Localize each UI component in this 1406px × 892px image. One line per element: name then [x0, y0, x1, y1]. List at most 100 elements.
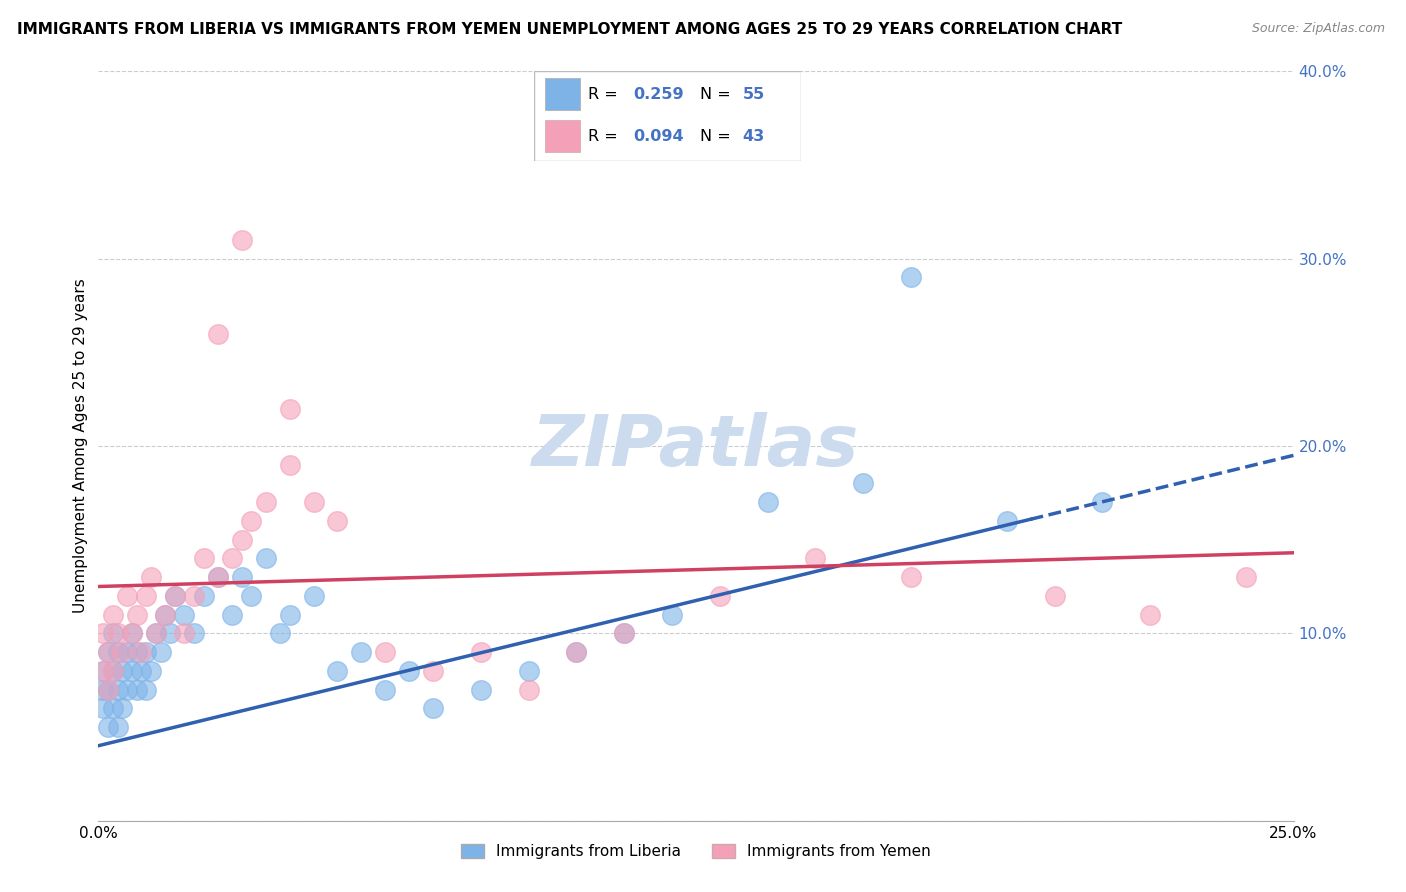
- Point: [1043, 589, 1066, 603]
- Point: [470, 645, 492, 659]
- Point: [240, 514, 263, 528]
- Point: [221, 551, 243, 566]
- Point: [269, 626, 291, 640]
- Point: [121, 626, 143, 640]
- Point: [240, 589, 263, 603]
- Point: [121, 664, 143, 678]
- Text: 43: 43: [742, 128, 765, 144]
- Point: [131, 645, 153, 659]
- Point: [1091, 495, 1114, 509]
- Text: N =: N =: [700, 87, 735, 102]
- Point: [125, 682, 148, 697]
- Point: [193, 551, 215, 566]
- Point: [183, 626, 205, 640]
- Point: [125, 607, 148, 622]
- Point: [97, 645, 120, 659]
- Bar: [546, 78, 579, 110]
- Text: 55: 55: [742, 87, 765, 102]
- Point: [900, 270, 922, 285]
- Point: [207, 326, 229, 341]
- Point: [115, 589, 138, 603]
- Point: [131, 664, 153, 678]
- Point: [852, 476, 875, 491]
- Point: [613, 626, 636, 640]
- Y-axis label: Unemployment Among Ages 25 to 29 years: Unemployment Among Ages 25 to 29 years: [73, 278, 89, 614]
- Point: [278, 401, 301, 416]
- Point: [101, 607, 124, 622]
- Point: [517, 664, 540, 678]
- Text: R =: R =: [588, 128, 623, 144]
- Point: [149, 645, 172, 659]
- Point: [135, 645, 157, 659]
- Text: ZIPatlas: ZIPatlas: [533, 411, 859, 481]
- Point: [107, 645, 129, 659]
- Text: R =: R =: [588, 87, 623, 102]
- Point: [231, 533, 253, 547]
- Text: 0.259: 0.259: [633, 87, 683, 102]
- Point: [107, 720, 129, 734]
- Point: [139, 570, 162, 584]
- Point: [613, 626, 636, 640]
- Point: [91, 701, 114, 715]
- Point: [231, 570, 253, 584]
- Point: [193, 589, 215, 603]
- Point: [422, 701, 444, 715]
- Point: [163, 589, 186, 603]
- Point: [111, 664, 134, 678]
- Point: [1234, 570, 1257, 584]
- Point: [111, 645, 134, 659]
- Point: [302, 495, 325, 509]
- Point: [101, 664, 124, 678]
- Point: [173, 607, 195, 622]
- Legend: Immigrants from Liberia, Immigrants from Yemen: Immigrants from Liberia, Immigrants from…: [456, 838, 936, 865]
- Point: [254, 495, 277, 509]
- Point: [97, 720, 120, 734]
- Point: [350, 645, 373, 659]
- FancyBboxPatch shape: [534, 71, 801, 161]
- Point: [101, 701, 124, 715]
- Point: [756, 495, 779, 509]
- Text: Source: ZipAtlas.com: Source: ZipAtlas.com: [1251, 22, 1385, 36]
- Point: [115, 682, 138, 697]
- Point: [374, 682, 396, 697]
- Point: [135, 589, 157, 603]
- Point: [111, 701, 134, 715]
- Text: N =: N =: [700, 128, 735, 144]
- Point: [155, 607, 177, 622]
- Point: [97, 682, 120, 697]
- Point: [709, 589, 731, 603]
- Point: [398, 664, 420, 678]
- Point: [326, 514, 349, 528]
- Point: [661, 607, 683, 622]
- Point: [101, 664, 124, 678]
- Point: [145, 626, 167, 640]
- Point: [145, 626, 167, 640]
- Point: [115, 645, 138, 659]
- Point: [207, 570, 229, 584]
- Bar: [546, 120, 579, 152]
- Point: [302, 589, 325, 603]
- Point: [804, 551, 827, 566]
- Point: [159, 626, 181, 640]
- Point: [517, 682, 540, 697]
- Point: [565, 645, 588, 659]
- Point: [221, 607, 243, 622]
- Point: [207, 570, 229, 584]
- Point: [183, 589, 205, 603]
- Point: [173, 626, 195, 640]
- Point: [163, 589, 186, 603]
- Point: [97, 682, 120, 697]
- Point: [121, 626, 143, 640]
- Point: [139, 664, 162, 678]
- Text: 0.094: 0.094: [633, 128, 683, 144]
- Point: [91, 664, 114, 678]
- Point: [135, 682, 157, 697]
- Point: [254, 551, 277, 566]
- Point: [107, 682, 129, 697]
- Point: [470, 682, 492, 697]
- Point: [1139, 607, 1161, 622]
- Point: [125, 645, 148, 659]
- Point: [565, 645, 588, 659]
- Point: [422, 664, 444, 678]
- Point: [231, 233, 253, 247]
